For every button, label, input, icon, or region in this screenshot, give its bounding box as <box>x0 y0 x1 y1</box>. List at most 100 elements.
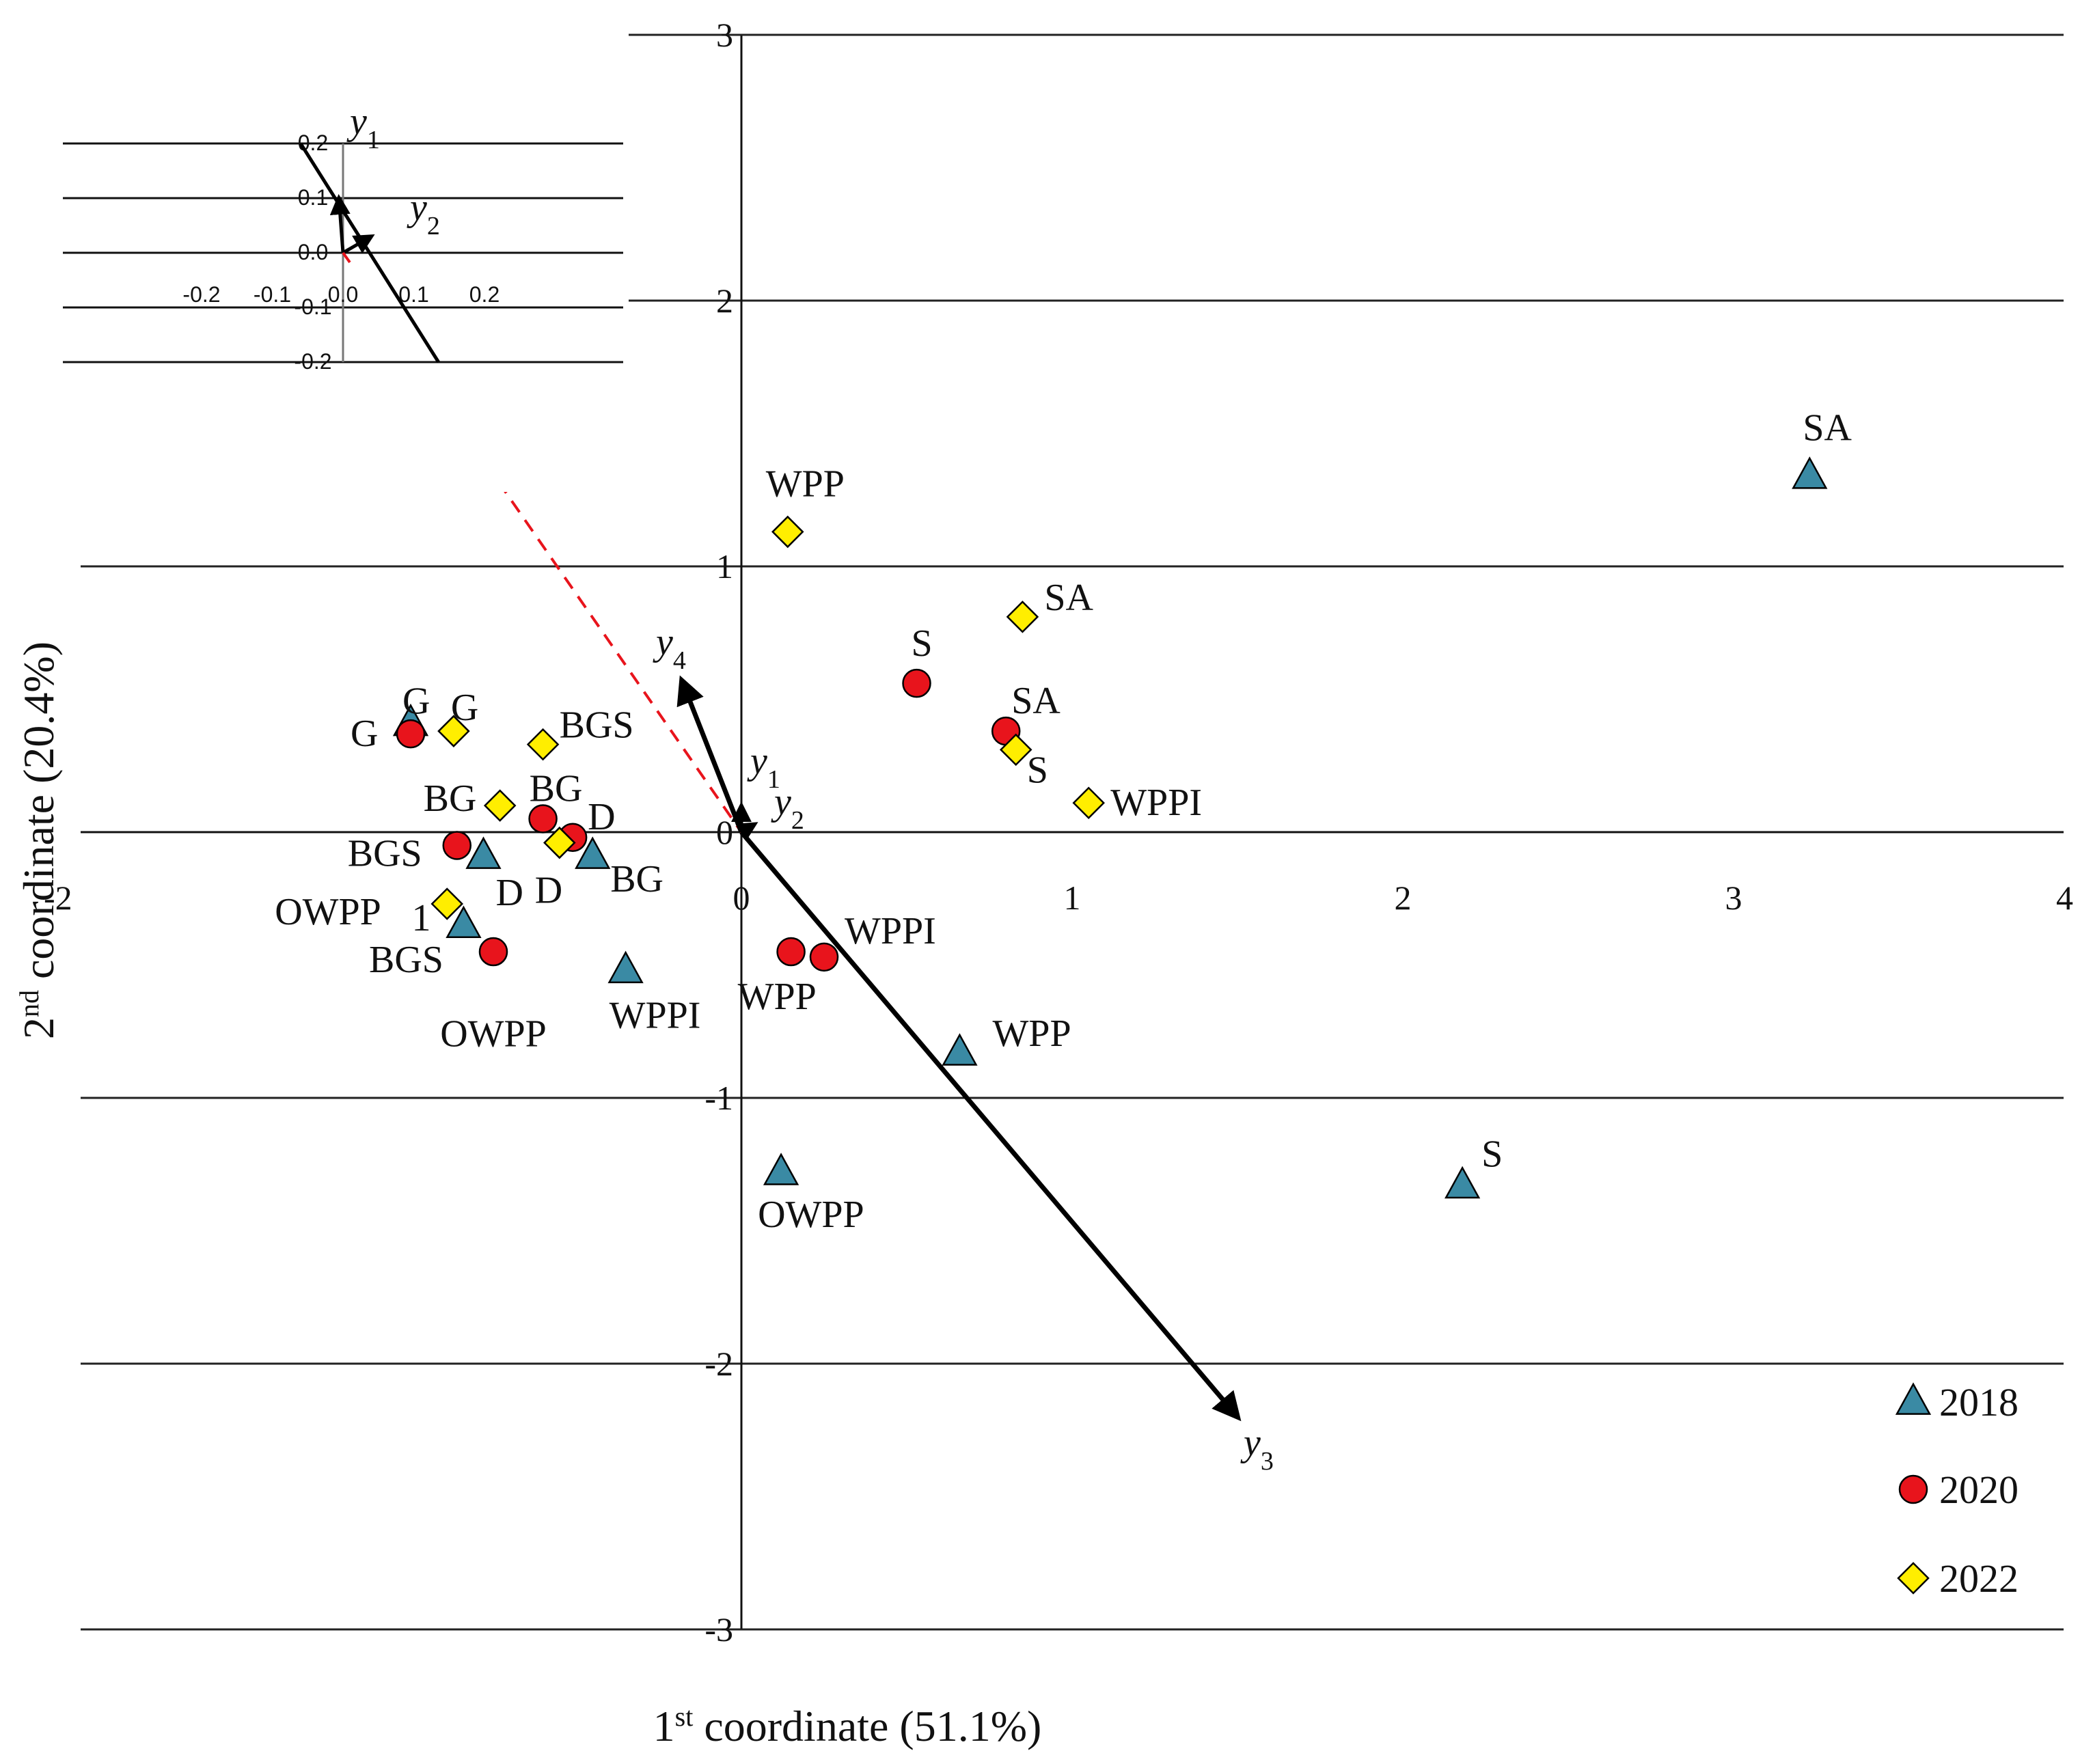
point-label-2022: SA <box>1044 577 1093 619</box>
x-tick-label: -2 <box>44 879 72 917</box>
point-label-2022: OWPP <box>275 891 381 933</box>
point-2022-g <box>437 715 470 747</box>
vector-y3 <box>739 830 1242 1422</box>
inset-vector-label-y1: y1 <box>346 100 380 154</box>
point-2018-1 <box>446 905 482 939</box>
point-label-2018: D <box>495 872 523 914</box>
point-label-2022: D <box>535 870 562 912</box>
x-tick-label: 0 <box>733 879 750 917</box>
point-2022-wpp <box>771 515 804 549</box>
x-tick-label: 2 <box>1395 879 1412 917</box>
point-2022-wppi <box>1072 786 1105 819</box>
point-label-2020: BG <box>530 768 583 810</box>
point-2018-owpp <box>763 1153 799 1185</box>
point-2022-sa <box>1006 601 1039 633</box>
point-2018-sa <box>1792 456 1828 489</box>
point-label-2022: G <box>451 687 478 729</box>
point-label-2018: G <box>402 680 430 723</box>
vector-label-y3: y3 <box>1240 1422 1274 1476</box>
point-label-2020: WPPI <box>845 910 936 952</box>
x-tick-label: 1 <box>1064 879 1081 917</box>
legend-marker-2018 <box>1895 1382 1932 1415</box>
inset-vector-y1 <box>329 194 351 253</box>
point-label-2020: BGS <box>369 939 443 981</box>
point-label-2020: SA <box>1011 680 1060 722</box>
point-label-2018: OWPP <box>758 1194 864 1236</box>
legend-label-2018: 2018 <box>1939 1380 2019 1424</box>
point-2022-bg <box>483 789 517 822</box>
point-2022-owpp <box>430 887 464 920</box>
data-points: SASWPPOWPPWPPIBGD1GSSAWPPIWPPBGDBGSBGSGW… <box>275 407 1852 1236</box>
y-tick-label: -1 <box>704 1079 733 1117</box>
point-label-2020: WPP <box>738 976 817 1018</box>
inset-y-tick-label: -0.2 <box>294 349 331 374</box>
point-2020-s <box>902 668 931 698</box>
legend-label-2022: 2022 <box>1939 1556 2019 1601</box>
gridlines <box>81 33 2064 1631</box>
point-2022-s <box>999 733 1032 767</box>
point-2020-wpp <box>776 937 806 967</box>
point-label-2020: D <box>588 796 615 838</box>
point-label-2022: WPPI <box>1110 782 1202 824</box>
inset-origin-dash <box>342 251 351 264</box>
vector-label-y1: y1 <box>747 740 780 794</box>
point-2022-d <box>543 826 576 859</box>
y-tick-label: -2 <box>704 1345 733 1383</box>
point-2018-wpp <box>942 1033 978 1066</box>
point-2018-wppi <box>607 950 644 984</box>
point-label-2022: BG <box>424 777 477 820</box>
inset-y-tick-label: 0.1 <box>298 185 328 210</box>
legend-label-2020: 2020 <box>1939 1467 2019 1512</box>
point-label-2018: WPPI <box>610 994 701 1036</box>
point-label-2022: BGS <box>560 704 634 747</box>
inset-x-tick-label: 0.1 <box>398 282 428 307</box>
legend: 2018 2020 2022 <box>1895 1380 2019 1601</box>
inset-y-tick-label: 0.2 <box>298 130 328 155</box>
inset-y-tick-label: 0.0 <box>298 240 328 264</box>
y-tick-label: 0 <box>716 813 733 851</box>
inset-vector-label-y2: y2 <box>407 187 440 240</box>
inset-y-tick-label: -0.1 <box>294 294 331 319</box>
vector-y2 <box>735 822 758 842</box>
point-2020-bg <box>528 804 558 833</box>
y-tick-label: 1 <box>716 547 733 585</box>
inset-x-tick-label: -0.1 <box>254 282 291 307</box>
inset-x-tick-label: 0.2 <box>469 282 500 307</box>
point-label-2018: BG <box>610 858 663 900</box>
point-label-2018: WPP <box>992 1012 1071 1055</box>
inset-x-tick-label: -0.2 <box>182 282 220 307</box>
point-label-2018: SA <box>1803 407 1852 450</box>
y-tick-label: -3 <box>704 1610 733 1649</box>
point-2022-bgs <box>526 728 560 761</box>
inset-vector-y2 <box>342 234 375 255</box>
point-label-extra: OWPP <box>440 1012 547 1055</box>
inset-background <box>55 20 629 492</box>
y-tick-label: 3 <box>716 16 733 54</box>
point-label-2022: WPP <box>766 463 845 505</box>
point-2020-wppi <box>809 942 839 972</box>
y-axis-title: 2nd coordinate (20.4%) <box>14 642 64 1039</box>
point-label-2022: S <box>1027 749 1048 791</box>
point-2018-s <box>1445 1166 1481 1199</box>
y-tick-label: 2 <box>716 281 733 320</box>
vector-label-y4: y4 <box>653 621 686 675</box>
point-2018-bg <box>575 836 611 869</box>
point-label-2020: S <box>912 622 933 665</box>
vector-label-y2: y2 <box>771 781 804 835</box>
point-label-2020: BGS <box>348 832 422 874</box>
point-2020-g <box>396 719 426 749</box>
point-2020-bgs <box>442 831 472 860</box>
x-tick-label: 3 <box>1725 879 1742 917</box>
inset-x-tick-label: 0.0 <box>328 282 358 307</box>
point-2020-bgs <box>478 937 508 967</box>
x-tick-label: 4 <box>2056 879 2073 917</box>
legend-marker-2022 <box>1897 1562 1930 1595</box>
point-label-2018: 1 <box>411 897 430 939</box>
point-label-2020: G <box>351 713 378 755</box>
legend-marker-2020 <box>1898 1474 1928 1504</box>
axes: 3 2 1 0 -1 -2 -3 -2 0 1 2 3 4 <box>44 16 2073 1649</box>
point-label-2018: S <box>1481 1133 1503 1175</box>
